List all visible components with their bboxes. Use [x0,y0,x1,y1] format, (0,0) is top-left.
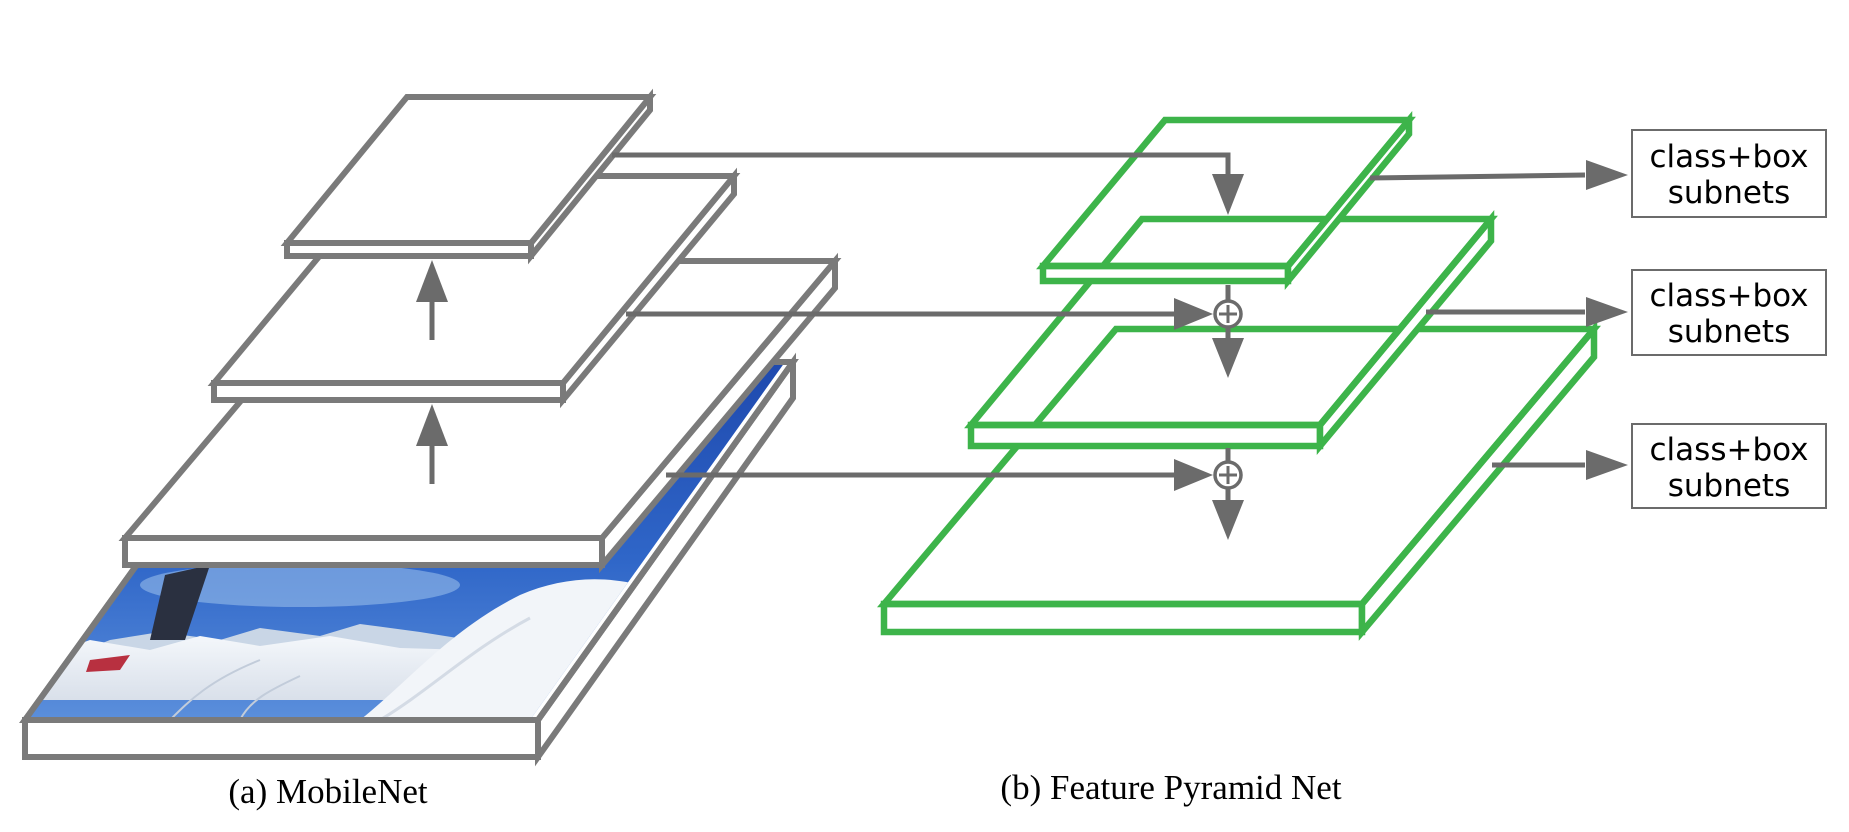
fpn-bottom-top [877,325,1601,608]
upsample-arrow-upper [416,260,448,340]
arrow-right-icon [1586,297,1628,327]
fpn-layer-middle [964,209,1498,455]
upsample-arrow-lower [416,404,448,484]
output-arrow-bottom [1492,450,1628,480]
fpn-middle-top [964,215,1498,429]
subnet-label-line2: subnets [1668,175,1791,211]
arrow-up-icon [416,260,448,302]
arrow-right-icon [1174,459,1213,491]
fpn-top-top [1036,116,1416,270]
output-arrow-middle [1426,297,1628,327]
subnet-label-line1: class+box [1650,278,1809,314]
circled-plus-icon [1213,460,1243,490]
arrow-down-icon [1212,338,1244,378]
arrow-right-icon [1174,298,1213,330]
arrow-right-icon [1586,160,1628,190]
arrow-up-icon [416,404,448,446]
subnet-box-top: class+box subnets [1631,129,1827,218]
backbone-top-top [280,94,657,246]
circled-plus-icon [1213,299,1243,329]
fpn-layer-top [1036,110,1416,291]
fpn-layer-bottom [877,320,1601,641]
output-arrow-top [1369,160,1628,190]
lateral-connection-bottom [666,459,1213,491]
backbone-layer-top [280,88,657,265]
input-slab-front [22,717,541,760]
subnet-label-line1: class+box [1650,139,1809,175]
subnet-box-middle: class+box subnets [1631,269,1827,356]
subnet-label-line1: class+box [1650,432,1809,468]
lateral-connection-top [612,152,1244,215]
top-down-pathway [1212,285,1244,540]
caption-mobilenet: (a) MobileNet [228,772,428,811]
caption-feature-pyramid-net: (b) Feature Pyramid Net [1000,768,1341,807]
arrow-down-icon [1212,174,1244,215]
subnet-label-line2: subnets [1668,314,1791,350]
subnet-label-line2: subnets [1668,468,1791,504]
lateral-connection-middle [626,298,1213,330]
fpn-bottom-front [880,600,1366,636]
arrow-right-icon [1586,450,1628,480]
arrow-down-icon [1212,500,1244,540]
subnet-box-bottom: class+box subnets [1631,423,1827,509]
backbone-bottom-front [122,535,605,568]
